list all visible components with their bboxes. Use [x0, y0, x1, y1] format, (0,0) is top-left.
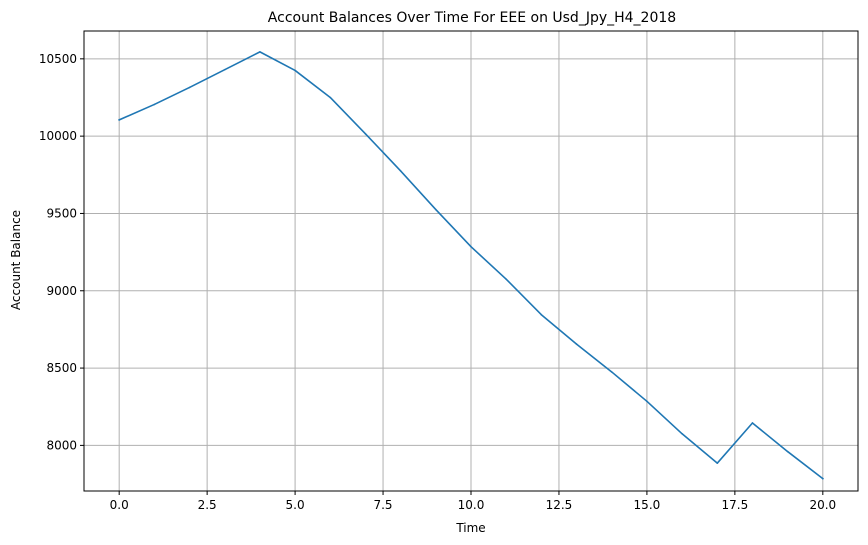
data-point	[646, 400, 648, 403]
y-tick-label: 9500	[46, 206, 77, 220]
data-point	[364, 133, 367, 135]
y-tick-label: 8000	[46, 438, 77, 452]
x-tick-label: 5.0	[286, 498, 305, 512]
chart-title: Account Balances Over Time For EEE on Us…	[268, 10, 676, 26]
data-point	[540, 313, 543, 316]
y-tick-label: 10000	[39, 129, 77, 143]
data-point	[259, 51, 261, 53]
data-point	[505, 278, 507, 280]
x-tick-label: 0.0	[110, 498, 129, 512]
x-axis-label: Time	[455, 521, 485, 535]
data-point	[751, 422, 754, 424]
y-axis-label: Account Balance	[9, 210, 23, 310]
series-layer	[118, 51, 824, 480]
grid	[84, 31, 858, 491]
data-point	[610, 371, 613, 373]
x-tick-label: 2.5	[198, 498, 217, 512]
x-tick-label: 15.0	[634, 498, 661, 512]
data-point	[470, 245, 472, 248]
x-tick-label: 12.5	[546, 498, 573, 512]
data-point	[822, 477, 824, 480]
x-tick-label: 17.5	[722, 498, 749, 512]
data-point	[294, 69, 296, 72]
data-point	[681, 432, 683, 435]
data-point	[786, 450, 789, 453]
data-point	[223, 68, 226, 71]
y-axis: 8000 8500 9000 9500 10000 10500	[39, 52, 84, 452]
data-point	[716, 462, 719, 464]
y-tick-label: 10500	[39, 52, 77, 66]
x-tick-label: 20.0	[809, 498, 836, 512]
data-point	[118, 119, 120, 121]
data-point	[153, 103, 156, 106]
data-point	[575, 343, 578, 345]
data-point	[399, 170, 402, 172]
data-point	[329, 96, 332, 99]
x-tick-label: 10.0	[458, 498, 485, 512]
data-point	[188, 86, 191, 89]
y-tick-label: 8500	[46, 361, 77, 375]
x-tick-label: 7.5	[373, 498, 392, 512]
data-point	[435, 208, 437, 211]
y-tick-label: 9000	[46, 284, 77, 298]
x-axis: 0.0 2.5 5.0 7.5 10.0 12.5 15.0 17.5 20.0	[110, 491, 836, 512]
